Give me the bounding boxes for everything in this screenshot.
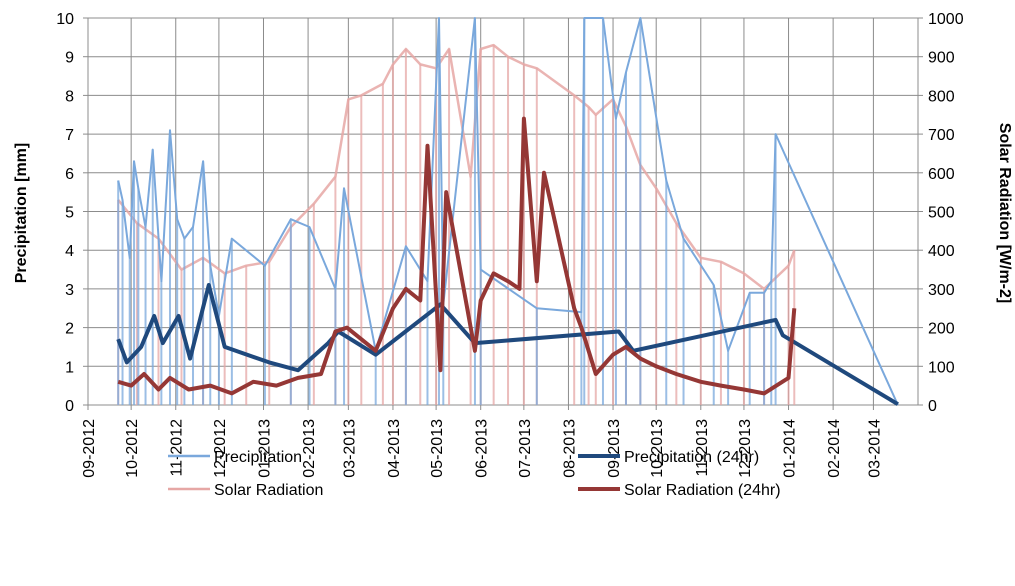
- y-tick-label: 1: [65, 359, 74, 376]
- y-tick-label: 5: [65, 205, 74, 222]
- x-tick-label: 05-2013: [429, 419, 446, 478]
- y-tick-label: 4: [65, 243, 74, 260]
- legend-label: Solar Radiation: [214, 482, 323, 499]
- series-line: [117, 17, 899, 406]
- y2-tick-label: 400: [928, 243, 955, 260]
- series-line: [117, 116, 797, 396]
- x-tick-label: 12-2012: [212, 419, 229, 478]
- legend-item-solar-radiation: Solar Radiation: [168, 482, 323, 499]
- x-tick-label: 02-2013: [301, 419, 318, 478]
- y2-tick-label: 200: [928, 321, 955, 338]
- y-tick-label: 7: [65, 127, 74, 144]
- x-tick-label: 04-2013: [386, 419, 403, 478]
- legend-item-precipitation-24hr: Precipitation (24hr): [578, 449, 759, 466]
- x-tick-label: 03-2014: [866, 419, 883, 478]
- x-tick-label: 07-2013: [517, 419, 534, 478]
- series-precipitation: [117, 17, 899, 406]
- y-tick-label: 10: [56, 11, 74, 28]
- x-tick-label: 08-2013: [561, 419, 578, 478]
- series-precipitation-24hr: [116, 283, 899, 406]
- x-tick-label: 01-2013: [256, 419, 273, 478]
- y-tick-label: 9: [65, 50, 74, 67]
- legend: Precipitation Precipitation (24hr) Solar R…: [168, 449, 781, 499]
- legend-item-solar-radiation-24hr: Solar Radiation (24hr): [578, 482, 781, 499]
- x-tick-label: 06-2013: [474, 419, 491, 478]
- y2-tick-label: 600: [928, 166, 955, 183]
- x-tick-label: 11-2012: [169, 419, 186, 477]
- series-solar-radiation-24hr: [117, 116, 797, 396]
- x-tick-label: 09-2013: [606, 419, 623, 478]
- x-tick-label: 10-2013: [649, 419, 666, 478]
- y2-axis-title: Solar Radiation [W/m-2]: [996, 123, 1013, 303]
- x-tick-label: 11-2013: [694, 419, 711, 477]
- x-tick-label: 03-2013: [341, 419, 358, 478]
- y2-tick-label: 1000: [928, 11, 964, 28]
- y-tick-label: 2: [65, 321, 74, 338]
- y2-tick-label: 900: [928, 50, 955, 67]
- x-tick-label: 10-2012: [124, 419, 141, 478]
- y2-tick-label: 0: [928, 398, 937, 415]
- x-tick-label: 02-2014: [826, 419, 843, 478]
- y2-tick-label: 500: [928, 205, 955, 222]
- legend-label: Precipitation (24hr): [624, 449, 759, 466]
- x-tick-label: 12-2013: [737, 419, 754, 478]
- y2-tick-label: 700: [928, 127, 955, 144]
- y-axis-title: Precipitation [mm]: [13, 143, 30, 283]
- axes-layer: 0123456789100100200300400500600700800900…: [56, 11, 963, 478]
- y-tick-label: 6: [65, 166, 74, 183]
- y-tick-label: 8: [65, 88, 74, 105]
- x-tick-label: 01-2014: [782, 419, 799, 478]
- y2-tick-label: 800: [928, 88, 955, 105]
- series-layer: [116, 17, 899, 406]
- legend-label: Solar Radiation (24hr): [624, 482, 781, 499]
- y2-tick-label: 100: [928, 359, 955, 376]
- x-tick-label: 09-2012: [81, 419, 98, 478]
- y-tick-label: 3: [65, 282, 74, 299]
- y-tick-label: 0: [65, 398, 74, 415]
- legend-item-precipitation: Precipitation: [168, 449, 302, 466]
- legend-label: Precipitation: [214, 449, 302, 466]
- y2-tick-label: 300: [928, 282, 955, 299]
- series-line: [116, 283, 899, 406]
